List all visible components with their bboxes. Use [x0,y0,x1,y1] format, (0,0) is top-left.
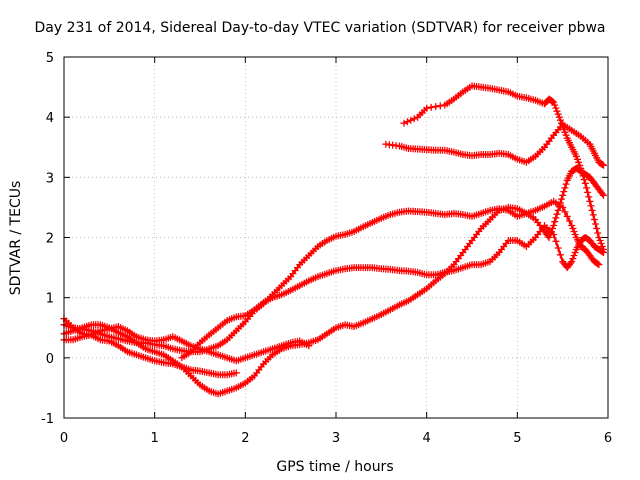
series-point-markers [60,164,607,398]
series-layer [60,82,607,398]
axis-ticks: 0 1 2 3 4 5 6 -1 0 1 2 3 4 5 [41,51,612,446]
x-tick-label: 2 [241,431,249,446]
y-tick-label: 0 [46,352,54,367]
y-tick-label: 3 [46,171,54,186]
series-6 [60,321,240,379]
series-line [63,167,605,395]
x-tick-label: 0 [60,431,68,446]
x-tick-label: 4 [423,431,431,446]
series-2 [382,120,607,169]
x-tick-label: 5 [513,431,521,446]
series-7 [178,222,607,362]
y-tick-label: -1 [41,412,54,427]
series-point-markers [382,120,607,169]
chart-title: Day 231 of 2014, Sidereal Day-to-day VTE… [34,20,605,36]
series-5 [60,323,313,365]
y-tick-label: 1 [46,292,54,307]
x-tick-label: 1 [151,431,159,446]
y-axis-label: SDTVAR / TECUs [8,181,24,296]
x-tick-label: 3 [332,431,340,446]
x-tick-label: 6 [604,431,612,446]
series-4 [60,164,607,398]
y-tick-label: 4 [46,111,54,126]
x-axis-label: GPS time / hours [276,459,393,475]
y-tick-label: 2 [46,232,54,247]
series-point-markers [178,222,607,362]
y-tick-label: 5 [46,51,54,66]
